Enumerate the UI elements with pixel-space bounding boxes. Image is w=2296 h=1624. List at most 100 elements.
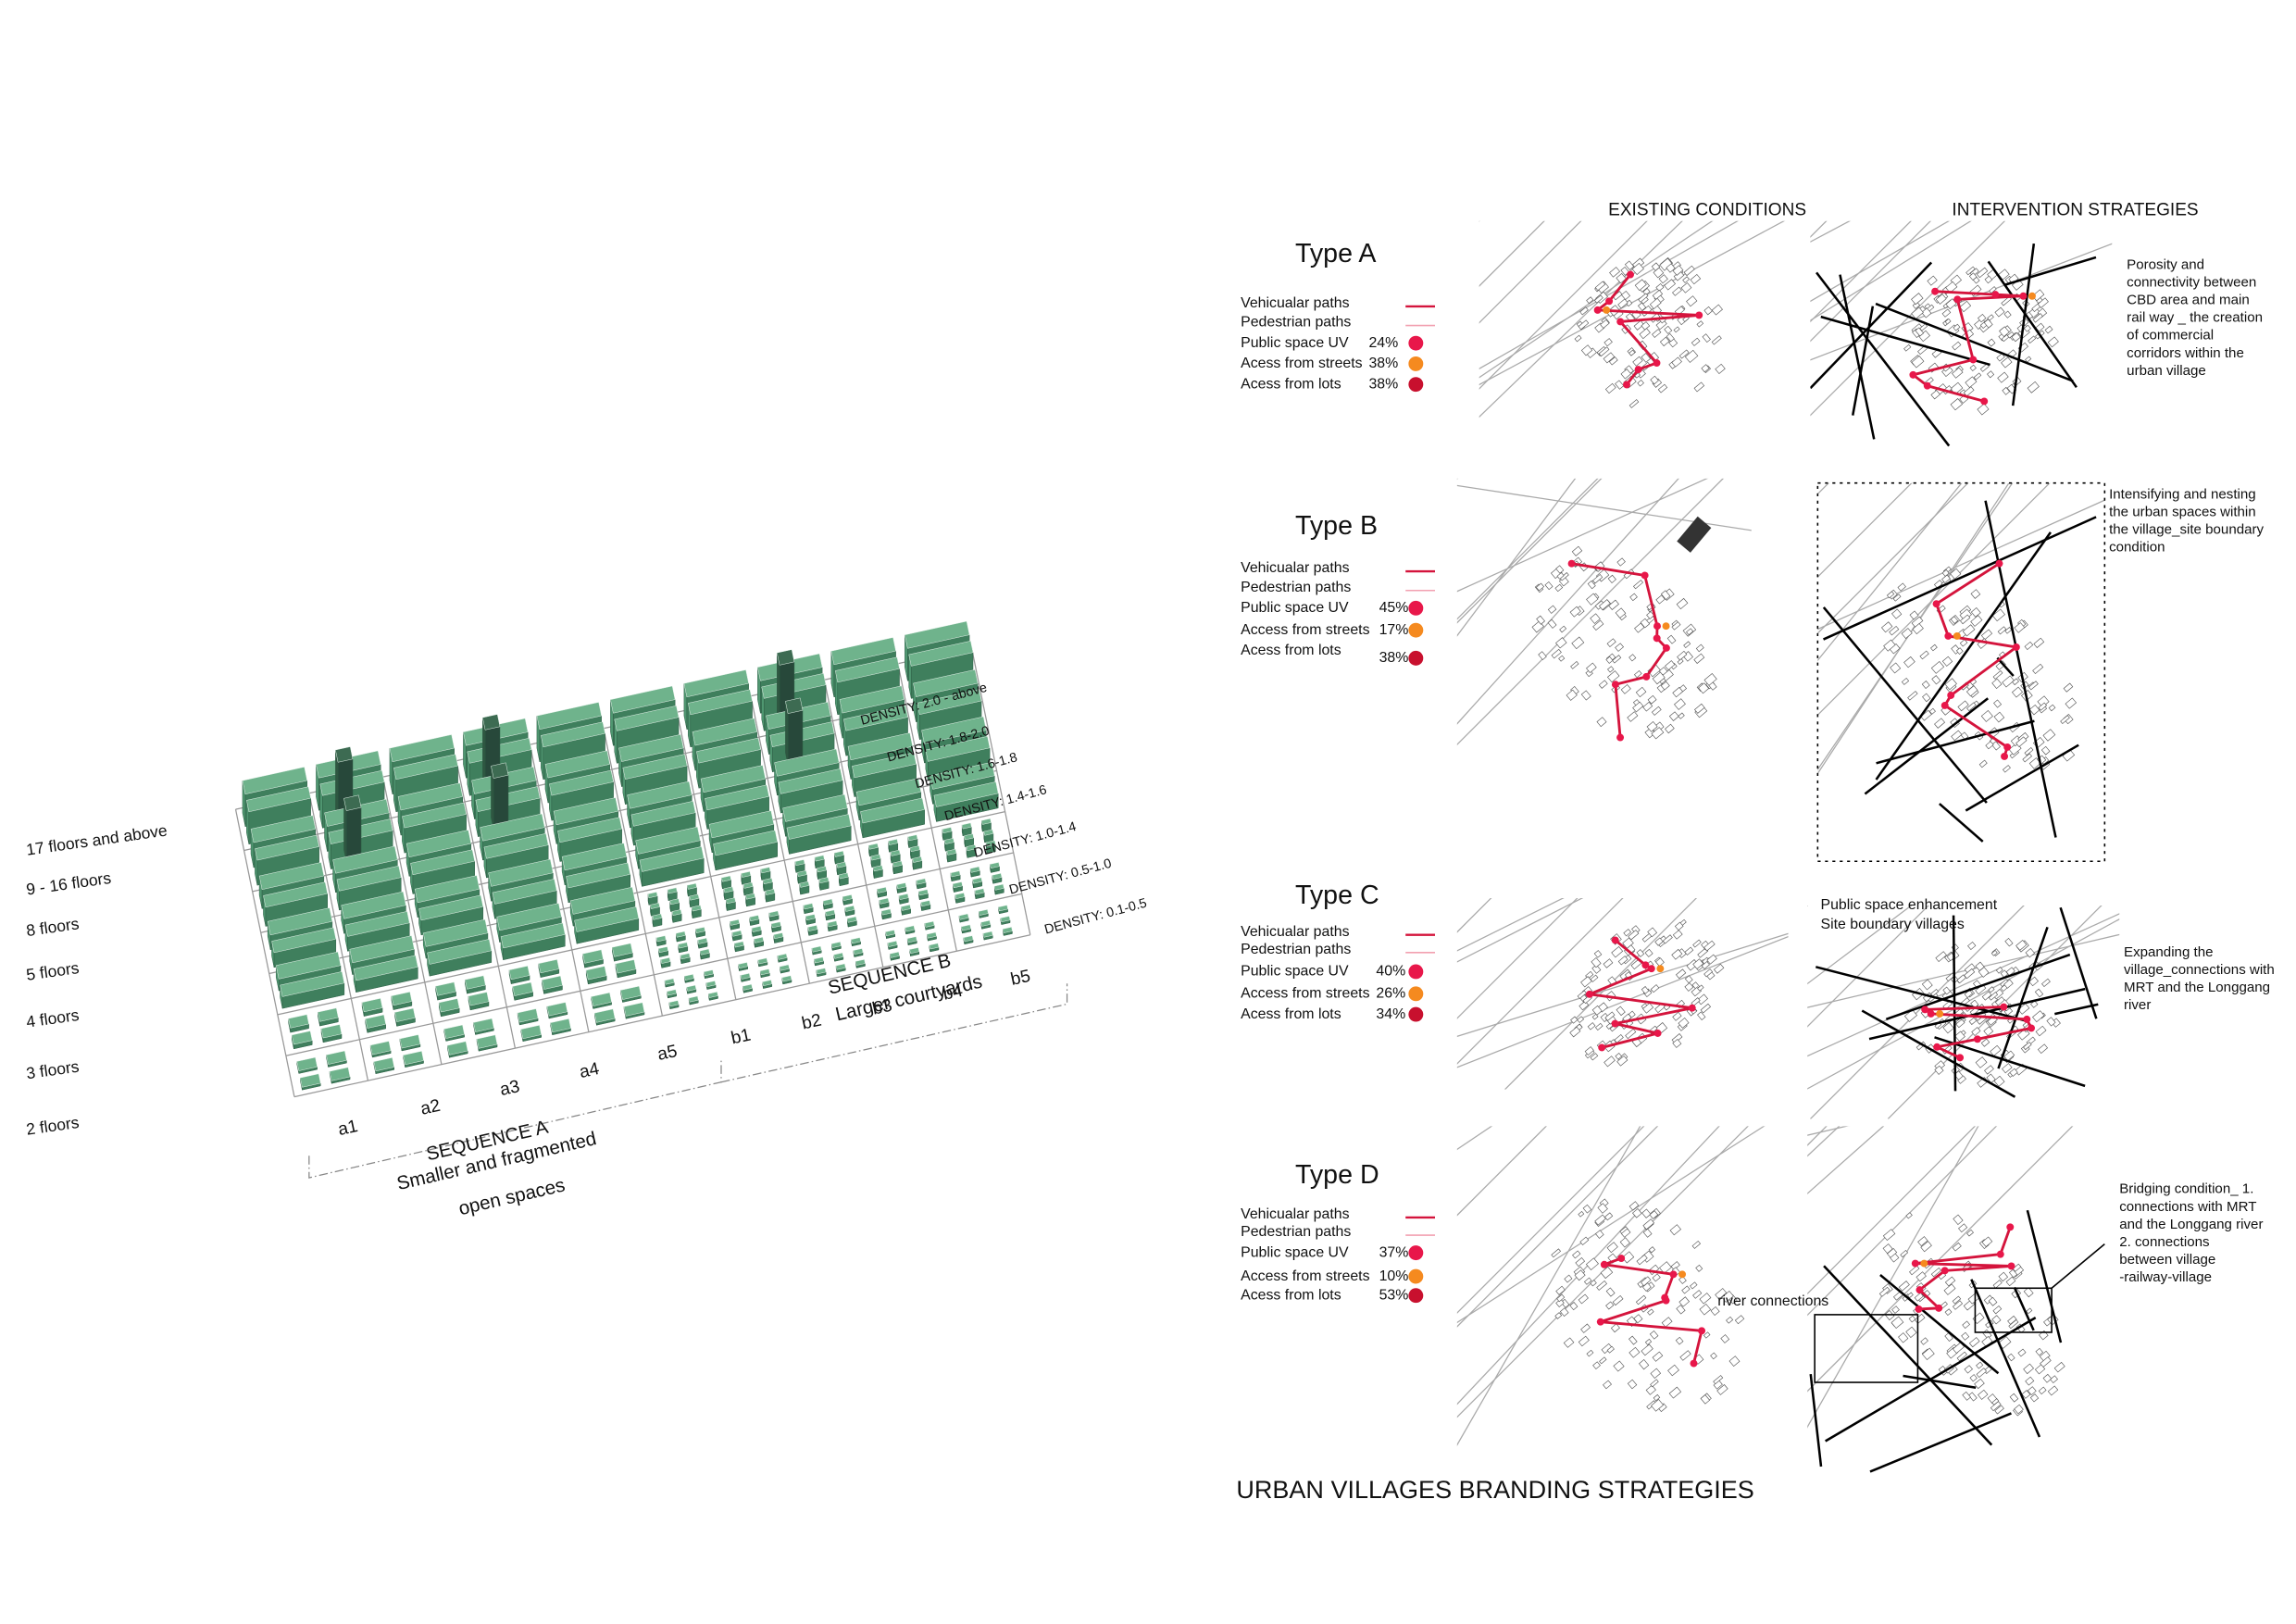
block-top xyxy=(491,762,509,779)
block-top xyxy=(905,620,970,649)
building xyxy=(1664,325,1673,334)
block-top xyxy=(777,649,795,666)
building xyxy=(1642,288,1651,296)
building xyxy=(1905,1326,1917,1338)
building xyxy=(1921,307,1932,319)
node xyxy=(1616,318,1625,326)
street xyxy=(1479,220,1480,222)
building xyxy=(2037,1043,2049,1054)
legend-label: Acess from streets xyxy=(1241,356,1363,371)
node xyxy=(1940,701,1949,709)
building xyxy=(1605,1287,1616,1297)
share-label: 34% xyxy=(1376,1006,1405,1022)
building xyxy=(1580,690,1591,701)
building xyxy=(1659,1261,1672,1274)
street xyxy=(1479,220,1648,390)
block-top xyxy=(365,1014,386,1029)
street xyxy=(1817,482,2014,771)
building xyxy=(1628,654,1637,662)
building xyxy=(1605,656,1614,664)
building xyxy=(1995,967,2003,974)
building xyxy=(1636,1254,1648,1266)
block-top xyxy=(723,886,734,893)
building xyxy=(1915,1271,1927,1282)
node xyxy=(1927,1009,1935,1018)
building xyxy=(2047,336,2059,348)
annotation: Public space enhancement xyxy=(1821,897,1998,913)
node xyxy=(1593,306,1602,314)
block-top xyxy=(907,834,918,842)
node xyxy=(1616,733,1625,742)
block-top xyxy=(852,752,917,779)
building xyxy=(1593,294,1603,304)
intervention-line xyxy=(1939,803,1984,843)
building xyxy=(1981,1236,1993,1247)
building xyxy=(1604,1011,1616,1021)
share-dot xyxy=(1408,650,1424,666)
building xyxy=(2038,702,2048,711)
block-top xyxy=(696,737,761,764)
street xyxy=(1479,220,1545,287)
building xyxy=(1612,655,1622,664)
building xyxy=(1535,582,1545,592)
block-top xyxy=(438,998,460,1013)
share-label: 38% xyxy=(1379,650,1409,666)
block-top xyxy=(834,850,844,857)
building xyxy=(1907,1292,1914,1299)
block-top xyxy=(520,1025,543,1040)
building xyxy=(1652,289,1664,300)
building xyxy=(1650,984,1660,993)
intervention-line xyxy=(1987,260,2078,389)
building xyxy=(1623,929,1631,937)
block-top xyxy=(816,968,827,975)
block-top xyxy=(759,968,770,976)
building xyxy=(1616,1055,1628,1067)
block-top xyxy=(782,793,848,822)
building xyxy=(1606,1345,1615,1354)
building xyxy=(1669,1224,1681,1236)
building xyxy=(1930,643,1938,652)
street xyxy=(1456,1126,1641,1446)
cell-label: b4 xyxy=(942,981,965,1005)
cell-label: a4 xyxy=(578,1059,601,1082)
legend-label: Public space UV xyxy=(1241,964,1349,980)
building xyxy=(1632,356,1643,367)
building xyxy=(2023,1363,2034,1375)
block-top xyxy=(898,893,909,900)
map xyxy=(1456,1126,1766,1446)
building xyxy=(1909,1265,1920,1276)
building xyxy=(1615,380,1625,390)
intervention-line xyxy=(1970,1279,2041,1438)
building xyxy=(1633,1314,1643,1324)
block-top xyxy=(660,957,671,964)
node xyxy=(1690,1359,1698,1368)
block-top xyxy=(549,769,614,796)
node xyxy=(1953,295,1962,304)
building xyxy=(1615,643,1625,652)
building xyxy=(1903,1009,1918,1022)
type-title: Type A xyxy=(1295,239,1377,269)
building xyxy=(1629,593,1638,602)
street xyxy=(1456,478,1599,620)
vehicular-path xyxy=(1934,562,2020,757)
building xyxy=(1606,638,1616,647)
street xyxy=(1456,478,1603,624)
block-top xyxy=(890,849,901,856)
building xyxy=(1587,1022,1596,1031)
building xyxy=(2053,1361,2065,1373)
building xyxy=(1890,1316,1904,1329)
street xyxy=(1810,220,1951,303)
building xyxy=(1633,580,1643,590)
block-top xyxy=(393,754,458,781)
building xyxy=(1950,568,1962,580)
building xyxy=(1586,593,1599,606)
block-top xyxy=(930,761,995,790)
building xyxy=(1650,1379,1659,1388)
block-top xyxy=(834,656,900,683)
building xyxy=(1569,1026,1581,1038)
building xyxy=(2041,978,2051,988)
building xyxy=(1621,290,1631,301)
building xyxy=(1684,975,1693,984)
building xyxy=(2023,1287,2034,1298)
building xyxy=(1672,930,1683,940)
